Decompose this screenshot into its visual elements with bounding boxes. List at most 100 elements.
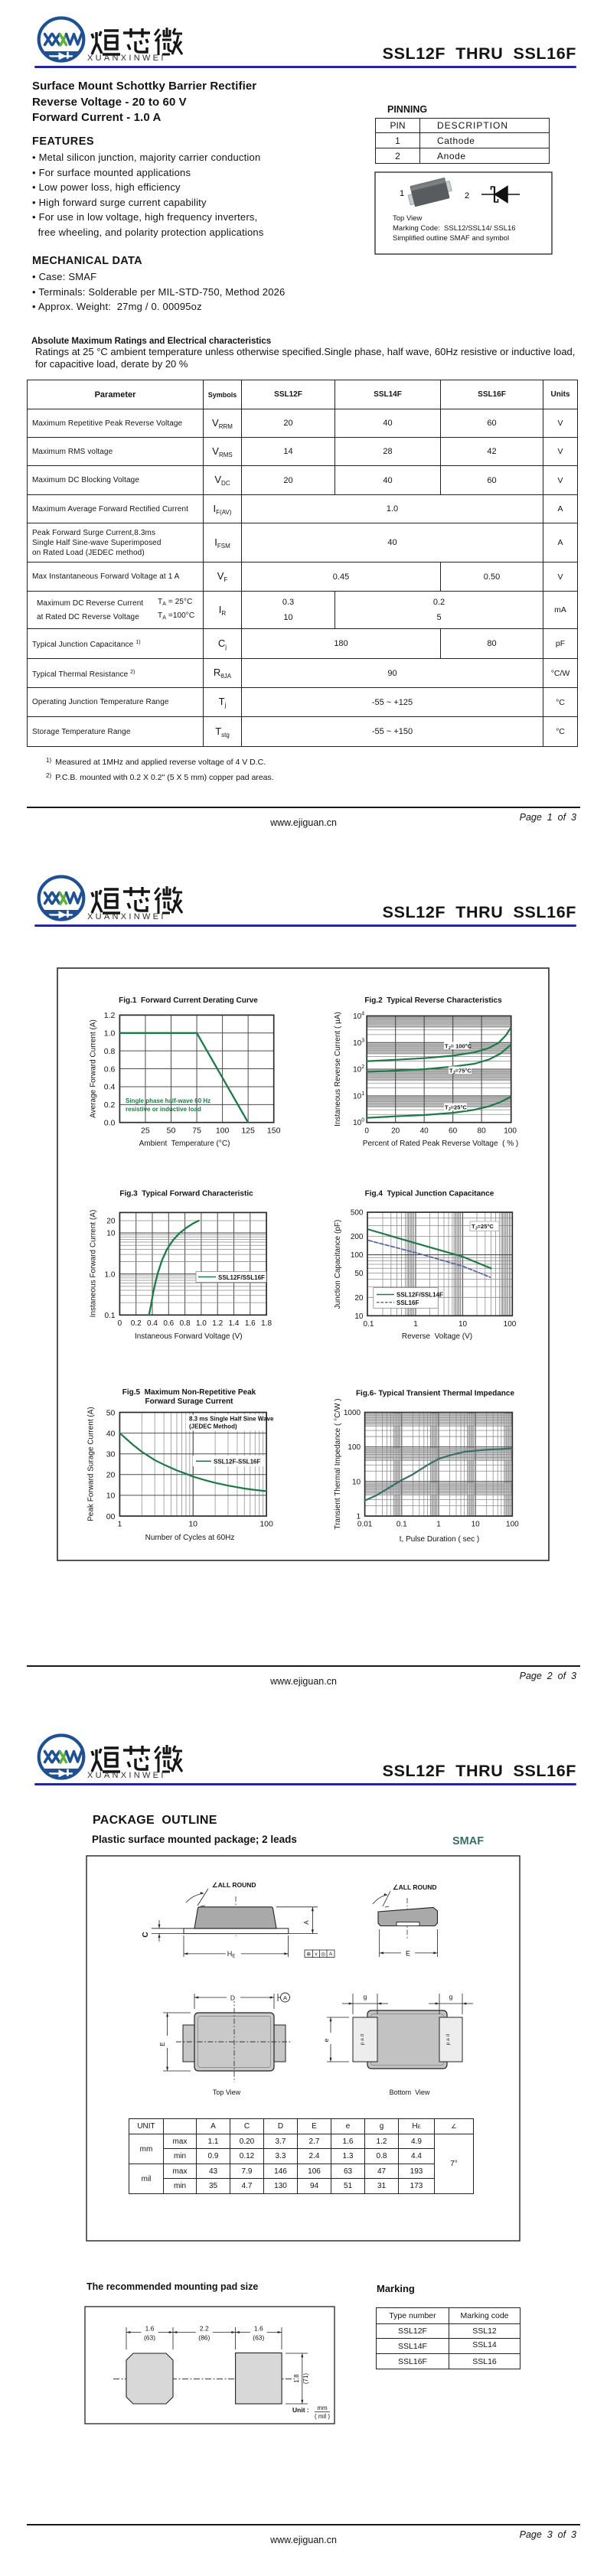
svg-text:HE: HE xyxy=(227,1950,236,1959)
svg-text:TJ=75°C: TJ=75°C xyxy=(449,1067,472,1075)
svg-text:1: 1 xyxy=(436,1521,441,1529)
svg-text:10: 10 xyxy=(352,1478,361,1486)
svg-text:A: A xyxy=(283,1994,287,2001)
svg-text:0.6: 0.6 xyxy=(104,1065,116,1074)
svg-text:2: 2 xyxy=(361,1065,364,1070)
svg-text:Instaneous Forward Current (A): Instaneous Forward Current (A) xyxy=(90,1210,98,1318)
svg-text:Average Forward Current (A): Average Forward Current (A) xyxy=(90,1019,98,1118)
svg-text:Fig.6- Typical Transient Therm: Fig.6- Typical Transient Thermal Impedan… xyxy=(356,1390,515,1398)
svg-text:0.8: 0.8 xyxy=(180,1319,191,1328)
svg-text:100: 100 xyxy=(504,1320,517,1329)
svg-text:e: e xyxy=(322,2038,330,2042)
svg-text:TJ=25°C: TJ=25°C xyxy=(445,1104,467,1112)
svg-text:(86): (86) xyxy=(198,2334,210,2342)
svg-text:20: 20 xyxy=(106,1218,116,1226)
svg-text:20: 20 xyxy=(106,1471,116,1480)
svg-text:4: 4 xyxy=(361,1012,364,1017)
svg-text:XUANXINWEI: XUANXINWEI xyxy=(87,912,166,921)
svg-text:50: 50 xyxy=(167,1127,176,1136)
svg-text:1.0: 1.0 xyxy=(196,1319,207,1328)
svg-text:Single phase half-wave 60 Hz: Single phase half-wave 60 Hz xyxy=(126,1097,210,1104)
svg-text:0.4: 0.4 xyxy=(104,1083,116,1092)
svg-text:1.6: 1.6 xyxy=(145,2325,155,2333)
svg-text:0.2: 0.2 xyxy=(104,1101,116,1110)
svg-text:(63): (63) xyxy=(253,2334,264,2342)
svg-text:Unit :: Unit : xyxy=(292,2406,309,2414)
svg-text:Transient Thermal Impedance (: Transient Thermal Impedance ( °C/W ) xyxy=(334,1398,342,1529)
svg-text:10: 10 xyxy=(472,1521,481,1529)
svg-text:1.0: 1.0 xyxy=(104,1029,116,1039)
svg-text:500: 500 xyxy=(351,1208,364,1217)
svg-text:( mil ): ( mil ) xyxy=(315,2413,330,2420)
svg-text:A: A xyxy=(329,1952,333,1957)
svg-text:1.6: 1.6 xyxy=(254,2325,263,2333)
svg-text:0.6: 0.6 xyxy=(163,1319,174,1328)
svg-text:SSL12F-SSL16F: SSL12F-SSL16F xyxy=(214,1458,260,1465)
svg-text:10: 10 xyxy=(459,1320,468,1329)
svg-text:A: A xyxy=(302,1920,310,1925)
svg-text:75: 75 xyxy=(192,1127,201,1136)
svg-text:XUANXINWEI: XUANXINWEI xyxy=(87,54,166,63)
svg-text:TJ= 100°C: TJ= 100°C xyxy=(445,1042,472,1051)
svg-text:50: 50 xyxy=(354,1270,364,1278)
svg-text:p a d: p a d xyxy=(445,2033,451,2045)
svg-text:100: 100 xyxy=(348,1443,361,1452)
svg-text:10: 10 xyxy=(353,1039,362,1048)
svg-text:1: 1 xyxy=(357,1513,361,1521)
svg-text:Instaneous Forward Voltage (V): Instaneous Forward Voltage (V) xyxy=(135,1332,243,1341)
svg-text:Percent of Rated Peak Reverse: Percent of Rated Peak Reverse Voltage ( … xyxy=(363,1140,518,1148)
svg-text:v: v xyxy=(315,1952,318,1957)
svg-text:Junction Capacitance (pF): Junction Capacitance (pF) xyxy=(334,1220,342,1309)
svg-text:0.2: 0.2 xyxy=(131,1319,142,1328)
svg-text:50: 50 xyxy=(106,1408,116,1417)
svg-text:100: 100 xyxy=(504,1127,517,1136)
svg-text:3: 3 xyxy=(361,1038,364,1043)
svg-text:100: 100 xyxy=(351,1251,364,1260)
svg-text:1: 1 xyxy=(117,1520,122,1529)
svg-text:Reverse Voltage (V): Reverse Voltage (V) xyxy=(402,1332,472,1341)
svg-text:2: 2 xyxy=(465,191,469,201)
svg-text:1.0: 1.0 xyxy=(104,1271,115,1280)
svg-text:SSL12F/SSL14F: SSL12F/SSL14F xyxy=(397,1292,443,1299)
svg-text:100: 100 xyxy=(216,1127,230,1136)
svg-text:E: E xyxy=(158,2042,166,2046)
svg-text:125: 125 xyxy=(241,1127,255,1136)
svg-text:10: 10 xyxy=(354,1312,364,1321)
svg-text:D: D xyxy=(230,1994,235,2002)
svg-text:Ambient Temperature (°C): Ambient Temperature (°C) xyxy=(139,1140,230,1148)
svg-text:E: E xyxy=(406,1950,410,1958)
svg-text:1000: 1000 xyxy=(344,1409,361,1417)
svg-text:10: 10 xyxy=(353,1092,362,1101)
svg-text:1.2: 1.2 xyxy=(104,1011,116,1020)
svg-text:(71): (71) xyxy=(302,2373,309,2385)
svg-text:Peak Forward Surage Current (A: Peak Forward Surage Current (A) xyxy=(87,1407,96,1521)
svg-text:20: 20 xyxy=(354,1294,364,1303)
svg-text:(63): (63) xyxy=(144,2334,155,2342)
svg-text:0.1: 0.1 xyxy=(104,1312,115,1320)
svg-text:SSL12F/SSL16F: SSL12F/SSL16F xyxy=(218,1274,265,1281)
svg-text:0.8: 0.8 xyxy=(104,1047,116,1056)
svg-text:1.8: 1.8 xyxy=(261,1319,272,1328)
svg-text:1.4: 1.4 xyxy=(229,1319,240,1328)
svg-text:Fig.3 Typical Forward Charact: Fig.3 Typical Forward Characteristic xyxy=(119,1190,253,1198)
svg-text:0: 0 xyxy=(361,1118,364,1123)
svg-text:100: 100 xyxy=(506,1521,519,1529)
svg-text:1: 1 xyxy=(413,1320,418,1329)
svg-text:30: 30 xyxy=(106,1450,116,1459)
svg-text:Instaneous Reverse Current ( µ: Instaneous Reverse Current ( µA) xyxy=(334,1012,342,1127)
svg-text:p a d: p a d xyxy=(360,2033,365,2045)
svg-text:Top View: Top View xyxy=(213,2089,241,2096)
svg-text:Forward Surage Current: Forward Surage Current xyxy=(145,1397,233,1406)
svg-text:0: 0 xyxy=(364,1127,369,1136)
svg-text:20: 20 xyxy=(391,1127,400,1136)
svg-text:80: 80 xyxy=(478,1127,487,1136)
svg-text:10: 10 xyxy=(106,1492,116,1501)
svg-text:∠ALL ROUND: ∠ALL ROUND xyxy=(393,1883,437,1891)
svg-text:Fig.5 Maximum Non-Repetitive: Fig.5 Maximum Non-Repetitive Peak xyxy=(122,1388,256,1397)
svg-text:0.1: 0.1 xyxy=(364,1320,374,1329)
svg-text:0.1: 0.1 xyxy=(397,1521,407,1529)
svg-text:10: 10 xyxy=(353,1012,362,1021)
svg-text:1: 1 xyxy=(400,189,404,198)
svg-text:8.3 ms Single Half Sine Wave: 8.3 ms Single Half Sine Wave xyxy=(189,1416,274,1423)
svg-text:200: 200 xyxy=(351,1233,364,1241)
